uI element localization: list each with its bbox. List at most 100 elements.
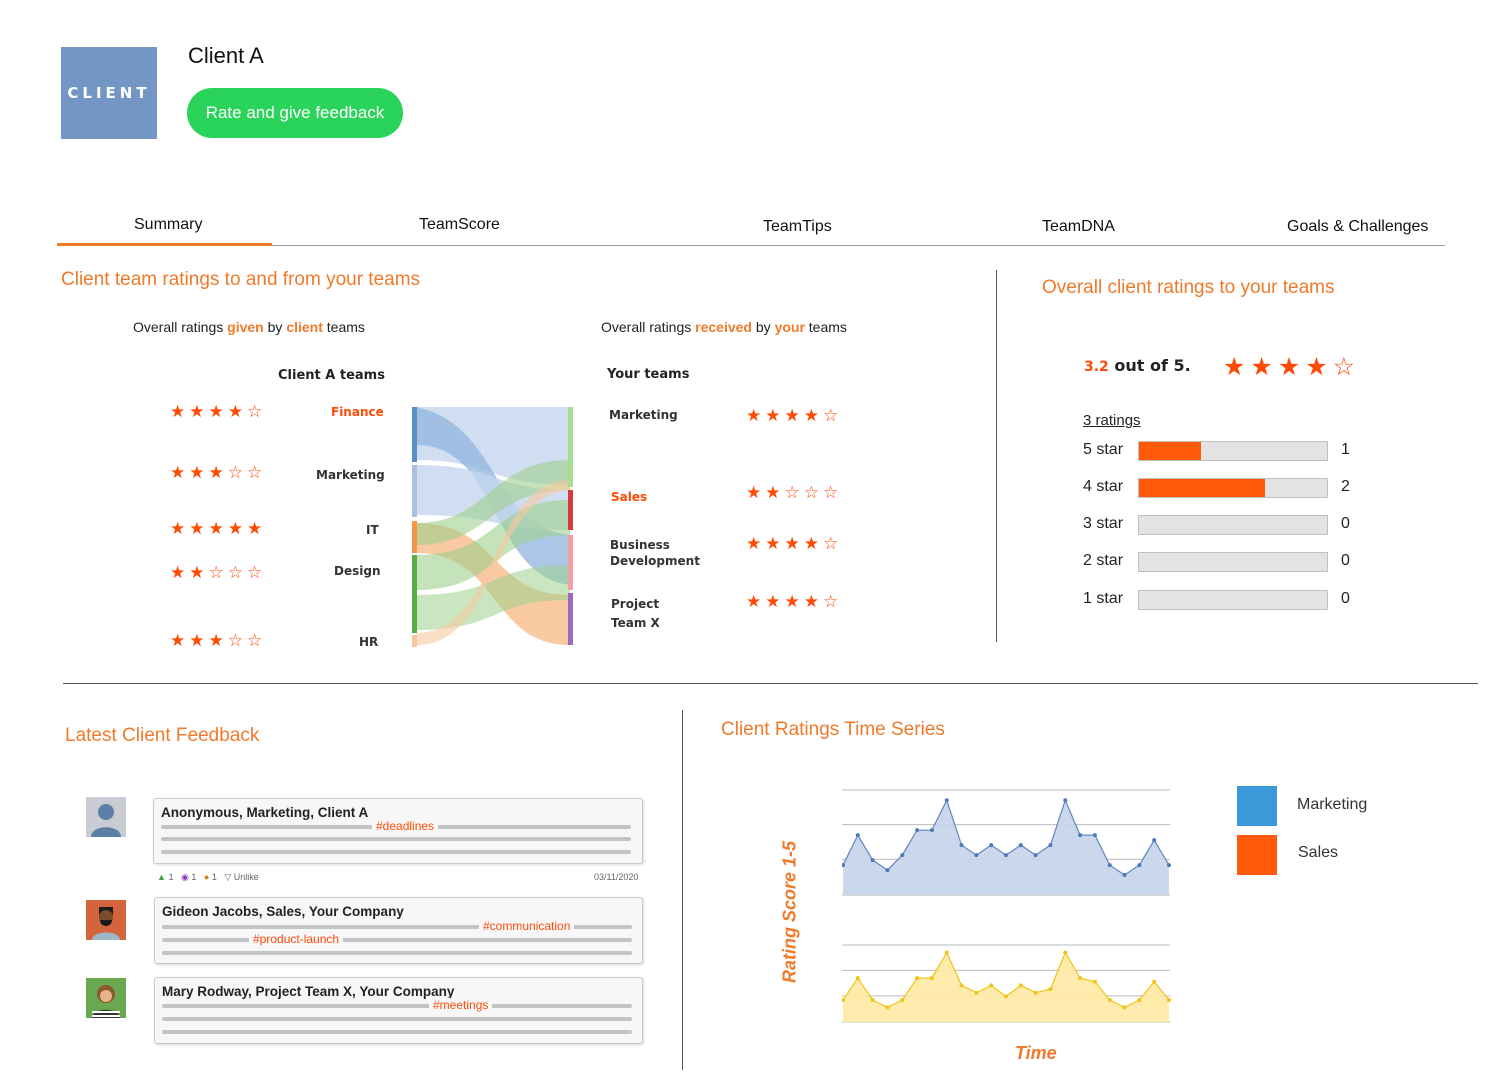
dist-count-4: 2 xyxy=(1341,478,1350,495)
data-point-sales xyxy=(1137,998,1142,1003)
client-team-design[interactable]: Design xyxy=(334,564,381,578)
data-point-marketing xyxy=(1033,853,1038,858)
client-team-hr[interactable]: HR xyxy=(359,635,379,649)
data-point-sales xyxy=(900,998,905,1003)
data-point-sales xyxy=(1122,1005,1127,1010)
feedback-card[interactable]: Mary Rodway, Project Team X, Your Compan… xyxy=(154,977,643,1044)
data-point-marketing xyxy=(974,853,979,858)
unlike-button[interactable]: ▽ Unlike xyxy=(224,872,259,882)
dist-count-2: 0 xyxy=(1341,552,1350,569)
client-logo: CLIENT xyxy=(61,47,157,139)
user-avatar-gideon xyxy=(86,900,126,940)
your-projectx-stars: ★★★★☆ xyxy=(746,592,843,611)
feedback-reactions: ▲ 1 ◉ 1 ● 1 ▽ Unlike xyxy=(157,872,259,882)
dist-bar-1 xyxy=(1138,590,1328,610)
legend-swatch-sales xyxy=(1237,835,1277,875)
text-placeholder-line xyxy=(162,1004,632,1008)
feedback-tag[interactable]: #meetings xyxy=(429,998,493,1012)
text-placeholder-line xyxy=(162,951,632,955)
data-point-sales xyxy=(1092,979,1097,984)
your-team-business-development[interactable]: Business Development xyxy=(610,538,700,568)
feedback-tag[interactable]: #product-launch xyxy=(249,932,344,946)
tab-summary[interactable]: Summary xyxy=(134,216,203,233)
dist-label-5: 5 star xyxy=(1083,441,1124,458)
feedback-tag[interactable]: #deadlines xyxy=(372,819,439,833)
client-name: Client A xyxy=(188,43,264,68)
your-sales-stars: ★★☆☆☆ xyxy=(746,483,843,502)
dist-count-3: 0 xyxy=(1341,515,1350,532)
timeseries-title: Client Ratings Time Series xyxy=(721,719,945,740)
data-point-sales xyxy=(959,983,964,988)
client-team-it[interactable]: IT xyxy=(366,523,379,537)
data-point-marketing xyxy=(900,853,905,858)
data-point-marketing xyxy=(1107,863,1112,868)
feedback-date: 03/11/2020 xyxy=(594,872,639,882)
text-placeholder-line xyxy=(162,1030,632,1034)
timeseries-ylabel: Rating Score 1-5 xyxy=(779,840,800,984)
client-team-finance[interactable]: Finance xyxy=(331,405,384,419)
dist-count-5: 1 xyxy=(1341,441,1350,458)
your-marketing-stars: ★★★★☆ xyxy=(746,406,843,425)
dist-bar-2 xyxy=(1138,552,1328,572)
your-team-project-x[interactable]: Project Team X xyxy=(611,597,660,630)
data-point-marketing xyxy=(1048,843,1053,848)
series-area-sales xyxy=(843,952,1169,1022)
eye-icon[interactable]: ◉ xyxy=(180,872,189,882)
design-stars: ★★☆☆☆ xyxy=(170,563,267,582)
data-point-marketing xyxy=(842,863,845,868)
data-point-sales xyxy=(929,976,934,981)
tab-teamscore[interactable]: TeamScore xyxy=(419,216,500,233)
marketing-stars: ★★★☆☆ xyxy=(170,463,267,482)
tab-teamtips[interactable]: TeamTips xyxy=(763,218,832,235)
text-placeholder-line xyxy=(161,850,631,854)
feedback-author: Mary Rodway, Project Team X, Your Compan… xyxy=(162,984,455,999)
data-point-marketing xyxy=(1004,853,1008,858)
data-point-marketing xyxy=(944,798,949,803)
data-point-marketing xyxy=(1137,863,1142,868)
overall-stars: ★★★★☆ xyxy=(1223,353,1361,381)
your-team-marketing[interactable]: Marketing xyxy=(609,408,678,422)
ratings-section-title: Client team ratings to and from your tea… xyxy=(61,269,421,290)
received-caption: Overall ratings received by your teams xyxy=(601,319,847,335)
tab-teamdna[interactable]: TeamDNA xyxy=(1042,218,1115,235)
data-point-sales xyxy=(855,976,860,981)
ratings-count-link[interactable]: 3 ratings xyxy=(1083,412,1141,429)
feedback-card[interactable]: Gideon Jacobs, Sales, Your Company #comm… xyxy=(154,897,643,964)
dist-label-3: 3 star xyxy=(1083,515,1124,532)
tab-goals-challenges[interactable]: Goals & Challenges xyxy=(1287,218,1429,235)
data-point-sales xyxy=(885,1005,890,1010)
dist-bar-3 xyxy=(1138,515,1328,535)
dist-label-1: 1 star xyxy=(1083,590,1124,607)
user-avatar-mary xyxy=(86,978,126,1018)
thumbs-up-icon[interactable]: ▲ xyxy=(157,872,166,882)
thumbs-down-icon: ▽ xyxy=(224,872,232,882)
data-point-sales xyxy=(1107,998,1112,1003)
dist-bar-4 xyxy=(1138,478,1328,498)
section-divider-vertical xyxy=(996,270,997,642)
data-point-marketing xyxy=(929,828,934,833)
data-point-marketing xyxy=(1152,838,1157,843)
overall-score: 3.2 out of 5. xyxy=(1084,356,1191,375)
data-point-marketing xyxy=(1018,843,1023,848)
feedback-tag[interactable]: #communication xyxy=(479,919,575,933)
anonymous-avatar-icon xyxy=(86,797,126,837)
feedback-title: Latest Client Feedback xyxy=(65,725,260,746)
feedback-card[interactable]: Anonymous, Marketing, Client A #deadline… xyxy=(153,798,643,864)
lightbulb-icon[interactable]: ● xyxy=(203,872,210,882)
data-point-marketing xyxy=(870,858,875,863)
legend-label-sales: Sales xyxy=(1298,844,1339,861)
data-point-sales xyxy=(915,976,920,981)
chart-gridlines xyxy=(842,789,1170,1023)
rate-feedback-button[interactable]: Rate and give feedback xyxy=(187,88,403,138)
data-point-marketing xyxy=(989,843,994,848)
your-team-sales[interactable]: Sales xyxy=(611,490,648,504)
it-stars: ★★★★★ xyxy=(170,519,267,538)
client-team-marketing[interactable]: Marketing xyxy=(316,468,385,482)
data-point-marketing xyxy=(959,843,964,848)
bottom-divider-vertical xyxy=(682,710,683,1070)
text-placeholder-line xyxy=(162,925,632,929)
data-point-marketing xyxy=(915,828,920,833)
tabs-divider xyxy=(57,245,1445,246)
data-point-sales xyxy=(944,950,949,955)
text-placeholder-line xyxy=(162,1017,632,1021)
